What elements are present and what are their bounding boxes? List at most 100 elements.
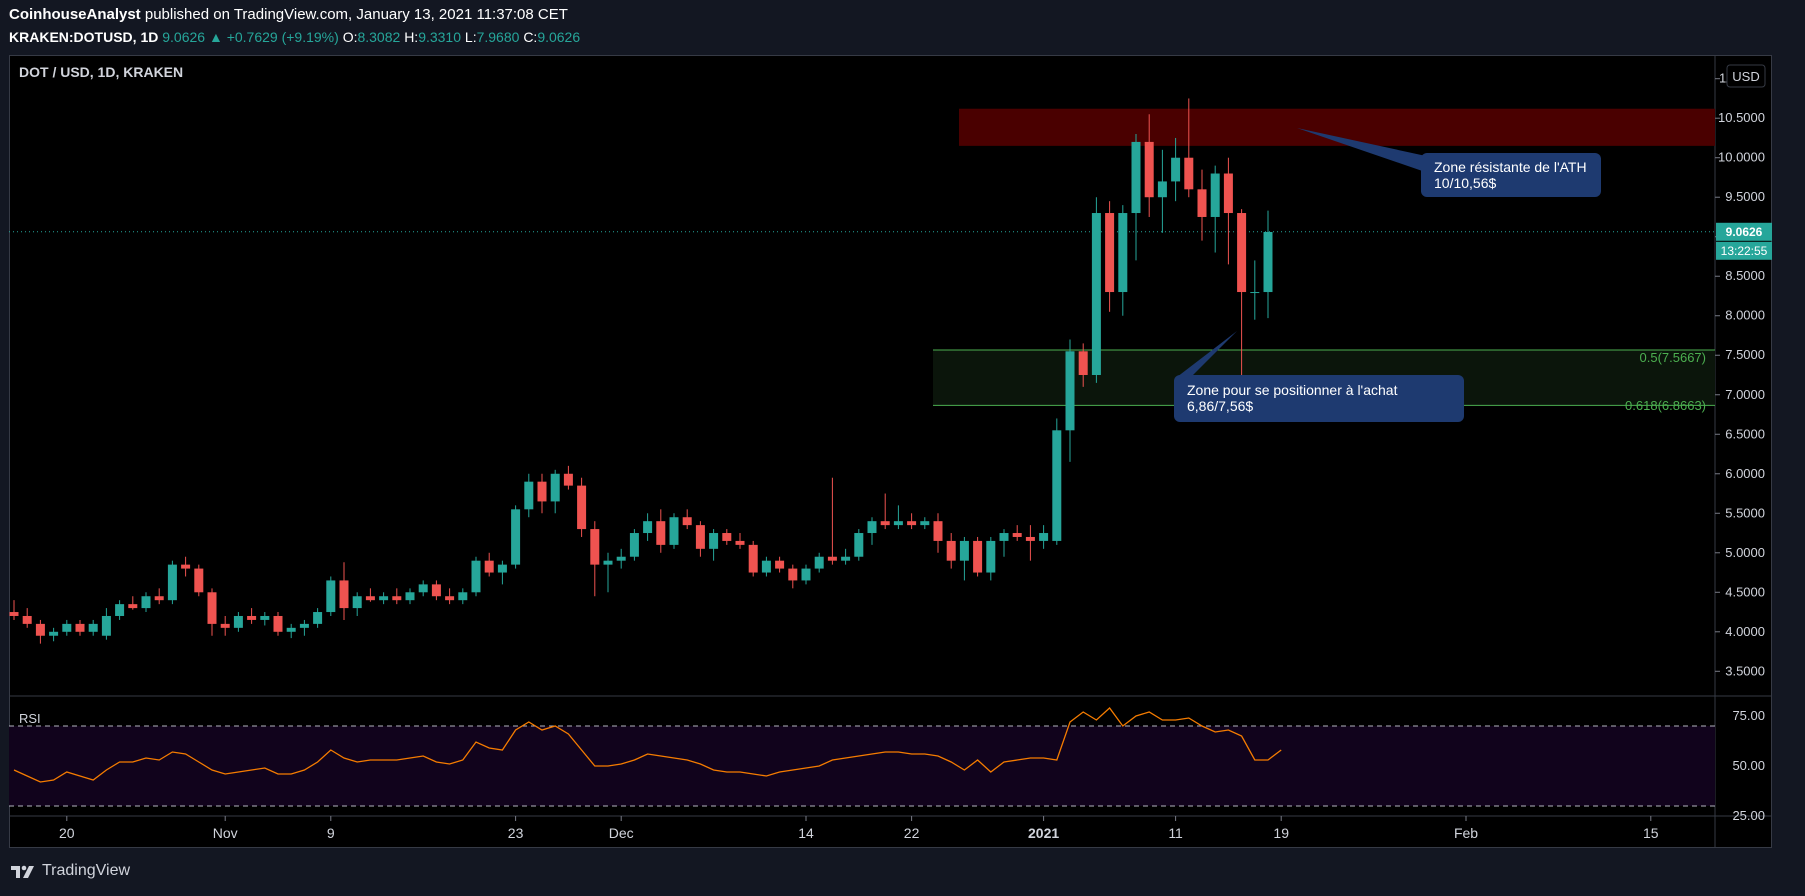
author-name[interactable]: CoinhouseAnalyst	[9, 6, 141, 23]
candle-body	[379, 596, 389, 601]
time-axis: 20 Nov 9 23 Dec 14 22 2021 11 19 Feb 15	[59, 816, 1659, 841]
price-tick-label: 10.5000	[1718, 110, 1765, 125]
callout-buy-line1: Zone pour se positionner à l'achat	[1187, 382, 1398, 398]
tradingview-logo-icon[interactable]	[10, 863, 36, 879]
candle-body	[577, 485, 587, 530]
candle-body	[761, 560, 771, 573]
candle-body	[735, 540, 745, 545]
candle-body	[1025, 536, 1035, 541]
candle-body	[445, 596, 455, 601]
rsi-tick-label: 50.00	[1732, 758, 1765, 773]
close-value: 9.0626	[537, 29, 581, 45]
low-value: 7.9680	[476, 29, 520, 45]
callout-buy[interactable]	[1174, 375, 1464, 422]
symbol-interval: KRAKEN:DOTUSD, 1D	[9, 29, 159, 45]
time-tick-label: Nov	[213, 825, 238, 841]
candle-body	[207, 592, 217, 624]
candle-body	[590, 529, 600, 565]
candle-body	[537, 481, 547, 502]
candle-body	[616, 556, 626, 561]
candle-body	[141, 596, 151, 609]
candle-body	[1091, 213, 1101, 375]
candle-body	[669, 517, 679, 545]
candle-body	[1105, 213, 1115, 293]
candle-body	[986, 540, 996, 573]
time-tick-label: Feb	[1454, 825, 1478, 841]
candle-body	[933, 521, 943, 541]
callout-ath[interactable]	[1421, 153, 1601, 197]
candle-body	[458, 592, 468, 601]
candle-body	[893, 521, 903, 526]
candle-body	[405, 592, 415, 601]
candle-body	[695, 525, 705, 549]
callout-ath-pointer	[1297, 128, 1449, 175]
time-tick-label: 9	[327, 825, 335, 841]
candle-body	[115, 604, 125, 616]
candle-body	[946, 540, 956, 561]
candle-body	[801, 568, 811, 581]
price-tick-label: 9.5000	[1725, 189, 1765, 204]
price-change: +0.7629 (+9.19%)	[226, 29, 339, 45]
price-chart[interactable]: 11.000010.500010.00009.50009.00008.50008…	[9, 55, 1772, 848]
price-tick-label: 5.0000	[1725, 545, 1765, 560]
candle-body	[1171, 157, 1181, 182]
price-tick-label: 8.5000	[1725, 268, 1765, 283]
candle-body	[35, 623, 45, 636]
publish-info: published on TradingView.com, January 13…	[144, 6, 568, 23]
candle-body	[1184, 157, 1194, 190]
currency-label: USD	[1732, 69, 1759, 84]
arrow-up-icon: ▲	[208, 29, 223, 45]
rsi-line	[13, 707, 1282, 783]
candle-body	[814, 556, 824, 569]
candle-body	[643, 521, 653, 534]
footer-brand[interactable]: TradingView	[42, 862, 131, 879]
time-tick-label: 11	[1168, 825, 1183, 841]
candle-body	[827, 556, 837, 561]
time-tick-label: 23	[508, 825, 524, 841]
publish-line: CoinhouseAnalyst published on TradingVie…	[9, 6, 568, 23]
candle-body	[920, 521, 930, 526]
candle-body	[286, 627, 296, 632]
candle-body	[1197, 189, 1207, 217]
candle-body	[220, 623, 230, 628]
candle-body	[1052, 430, 1062, 541]
price-axis: 11.000010.500010.00009.50009.00008.50008…	[1715, 71, 1765, 678]
candle-body	[999, 533, 1009, 541]
time-tick-label: 2021	[1028, 825, 1059, 841]
fib-50-label: 0.5(7.5667)	[1640, 350, 1707, 365]
candle-body	[339, 580, 349, 609]
callout-buy-pointer	[1177, 331, 1237, 377]
price-tick-label: 8.0000	[1725, 308, 1765, 323]
price-tick-label: 4.5000	[1725, 584, 1765, 599]
candle-body	[1210, 173, 1220, 217]
candle-body	[299, 623, 309, 628]
candle-body	[907, 521, 917, 526]
candle-body	[563, 473, 573, 486]
candle-body	[959, 540, 969, 561]
open-label: O:	[342, 29, 358, 45]
candle-body	[1065, 351, 1075, 431]
countdown-text: 13:22:55	[1721, 244, 1768, 258]
currency-badge[interactable]	[1726, 64, 1766, 88]
price-tick-label: 5.5000	[1725, 505, 1765, 520]
price-tick-label: 7.5000	[1725, 347, 1765, 362]
candle-body	[62, 623, 72, 632]
candle-body	[656, 521, 666, 545]
price-tick-label: 3.5000	[1725, 663, 1765, 678]
price-tick-label: 6.0000	[1725, 466, 1765, 481]
candle-body	[418, 584, 428, 593]
candle-body	[22, 615, 32, 624]
time-tick-label: Dec	[609, 825, 634, 841]
candle-body	[973, 540, 983, 573]
pane-title: DOT / USD, 1D, KRAKEN	[19, 64, 183, 80]
candle-body	[629, 533, 639, 557]
candle-body	[1223, 173, 1233, 214]
candle-body	[101, 615, 111, 636]
candle-body	[550, 473, 560, 502]
last-price-badge-text: 9.0626	[1726, 225, 1763, 239]
candle-body	[788, 568, 798, 581]
fib-618-label: 0.618(6.8663)	[1625, 398, 1706, 413]
candle-body	[484, 560, 494, 573]
time-tick-label: 14	[798, 825, 814, 841]
candle-body	[88, 623, 98, 632]
